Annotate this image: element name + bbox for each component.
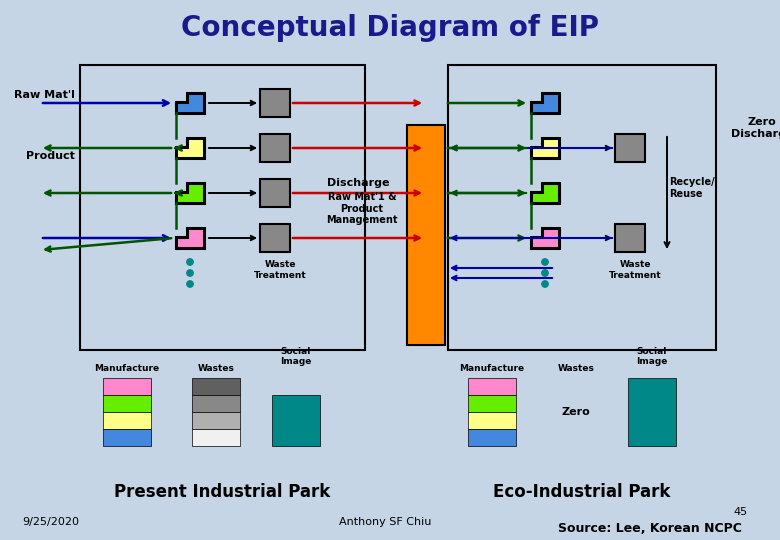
Polygon shape	[530, 183, 559, 204]
Bar	[80, 65, 365, 350]
Bar	[192, 429, 240, 446]
Bar	[260, 224, 290, 252]
Circle shape	[186, 281, 193, 287]
Text: Discharge: Discharge	[327, 178, 389, 188]
Bar	[103, 429, 151, 446]
Bar	[468, 429, 516, 446]
Bar	[468, 378, 516, 395]
Text: Zero: Zero	[562, 407, 590, 417]
Text: Social
Image: Social Image	[280, 347, 312, 366]
Text: Waste
Treatment: Waste Treatment	[608, 260, 661, 280]
Text: Manufacture: Manufacture	[459, 364, 525, 373]
Bar	[103, 395, 151, 412]
Text: Raw Mat'l: Raw Mat'l	[14, 90, 75, 100]
Polygon shape	[176, 227, 204, 248]
Bar	[448, 65, 716, 350]
Bar	[628, 378, 676, 446]
Bar	[260, 89, 290, 117]
Text: Recycle/
Reuse: Recycle/ Reuse	[669, 177, 714, 199]
Text: Source: Lee, Korean NCPC: Source: Lee, Korean NCPC	[558, 522, 742, 535]
Bar	[468, 412, 516, 429]
Circle shape	[542, 281, 548, 287]
Bar	[260, 179, 290, 207]
Text: Present Industrial Park: Present Industrial Park	[115, 483, 331, 501]
Text: 45: 45	[733, 507, 747, 517]
Bar	[615, 134, 645, 162]
Text: Manufacture: Manufacture	[94, 364, 160, 373]
Circle shape	[542, 270, 548, 276]
Bar	[407, 125, 445, 345]
Text: Waste
Treatment: Waste Treatment	[254, 260, 307, 280]
Bar	[192, 378, 240, 395]
Circle shape	[542, 259, 548, 265]
Polygon shape	[530, 227, 559, 248]
Bar	[272, 395, 320, 446]
Polygon shape	[176, 138, 204, 158]
Bar	[103, 412, 151, 429]
Bar	[103, 378, 151, 395]
Text: Conceptual Diagram of EIP: Conceptual Diagram of EIP	[181, 14, 599, 42]
Text: Anthony SF Chiu: Anthony SF Chiu	[339, 517, 431, 527]
Text: Wastes: Wastes	[197, 364, 235, 373]
Bar	[468, 395, 516, 412]
Polygon shape	[530, 138, 559, 158]
Text: Product: Product	[26, 151, 75, 161]
Text: Wastes: Wastes	[558, 364, 594, 373]
Bar	[615, 224, 645, 252]
Circle shape	[186, 270, 193, 276]
Polygon shape	[176, 92, 204, 113]
Bar	[192, 412, 240, 429]
Circle shape	[186, 259, 193, 265]
Bar	[260, 134, 290, 162]
Text: 9/25/2020: 9/25/2020	[22, 517, 79, 527]
Text: Raw Mat'1 &
Product
Management: Raw Mat'1 & Product Management	[326, 192, 398, 225]
Text: Social
Image: Social Image	[636, 347, 668, 366]
Text: Eco-Industrial Park: Eco-Industrial Park	[493, 483, 671, 501]
Bar	[192, 395, 240, 412]
Polygon shape	[530, 92, 559, 113]
Polygon shape	[176, 183, 204, 204]
Text: Zero
Discharge: Zero Discharge	[731, 117, 780, 139]
